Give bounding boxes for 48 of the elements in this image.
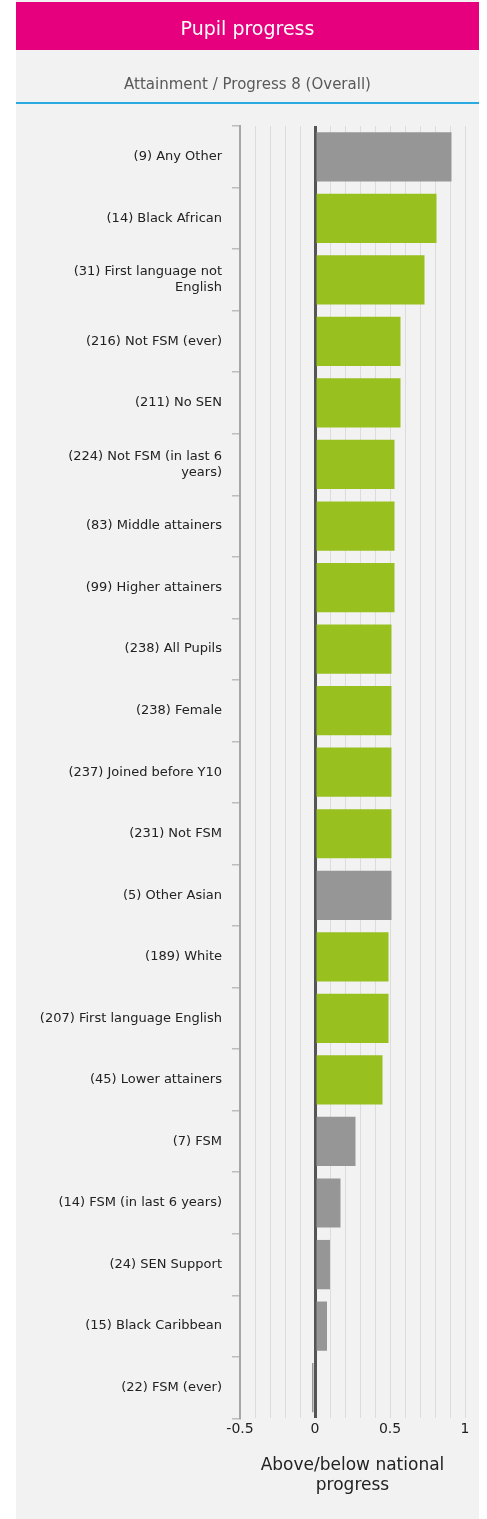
bar (316, 439, 395, 490)
bar (316, 562, 395, 613)
y-tick-label: (211) No SEN (134, 394, 222, 410)
y-tick-label: (24) SEN Support (109, 1255, 222, 1271)
x-tick-label: 0 (310, 1420, 320, 1437)
y-tick-label: (31) First language not English (73, 263, 222, 295)
y-tick-label: (99) Higher attainers (85, 578, 223, 594)
bar (316, 132, 452, 182)
y-tick-label: (83) Middle attainers (86, 517, 223, 533)
bar (316, 686, 392, 736)
bar (316, 1055, 383, 1105)
y-tick-label: (7) FSM (172, 1132, 222, 1148)
bar (316, 870, 392, 920)
y-tick-label: (22) FSM (ever) (121, 1379, 222, 1394)
y-tick-label: (15) Black Caribbean (85, 1317, 222, 1333)
y-tick-label: (45) Lower attainers (90, 1071, 223, 1087)
bar (316, 316, 401, 367)
y-tick-label: (9) Any Other (133, 148, 223, 164)
y-tick-label: (5) Other Asian (122, 886, 222, 902)
bar (316, 193, 437, 243)
bar (316, 1116, 356, 1167)
chart-title: Pupil progress (16, 2, 479, 50)
y-tick-label: (238) All Pupils (124, 640, 223, 656)
bar (316, 932, 389, 982)
bar (316, 747, 392, 797)
y-tick-label: (237) Joined before Y10 (68, 763, 222, 779)
x-axis-title: Above/below national progress (260, 1453, 445, 1495)
y-tick-label: (14) Black African (106, 209, 222, 225)
bar (316, 255, 425, 305)
y-tick-label: (231) Not FSM (129, 825, 222, 841)
y-tick-label: (14) FSM (in last 6 years) (58, 1194, 222, 1210)
y-tick-label: (207) First language English (39, 1009, 222, 1025)
bar (316, 1239, 330, 1290)
x-tick-label: 0.5 (378, 1420, 402, 1437)
bar (316, 378, 401, 428)
chart-subtitle: Attainment / Progress 8 (Overall) (16, 50, 479, 104)
bar (316, 624, 392, 674)
bar (316, 501, 395, 551)
bar (316, 1301, 327, 1351)
x-tick-label: -0.5 (226, 1420, 254, 1437)
y-tick-label: (189) White (145, 948, 222, 964)
y-tick-label: (224) Not FSM (in last 6 years) (68, 448, 222, 479)
x-tick-label: 1 (460, 1420, 470, 1437)
bar (316, 1178, 341, 1228)
y-tick-label: (216) Not FSM (ever) (85, 332, 222, 348)
bar (316, 809, 392, 859)
y-tick-label: (238) Female (135, 702, 222, 718)
bar (316, 993, 389, 1043)
